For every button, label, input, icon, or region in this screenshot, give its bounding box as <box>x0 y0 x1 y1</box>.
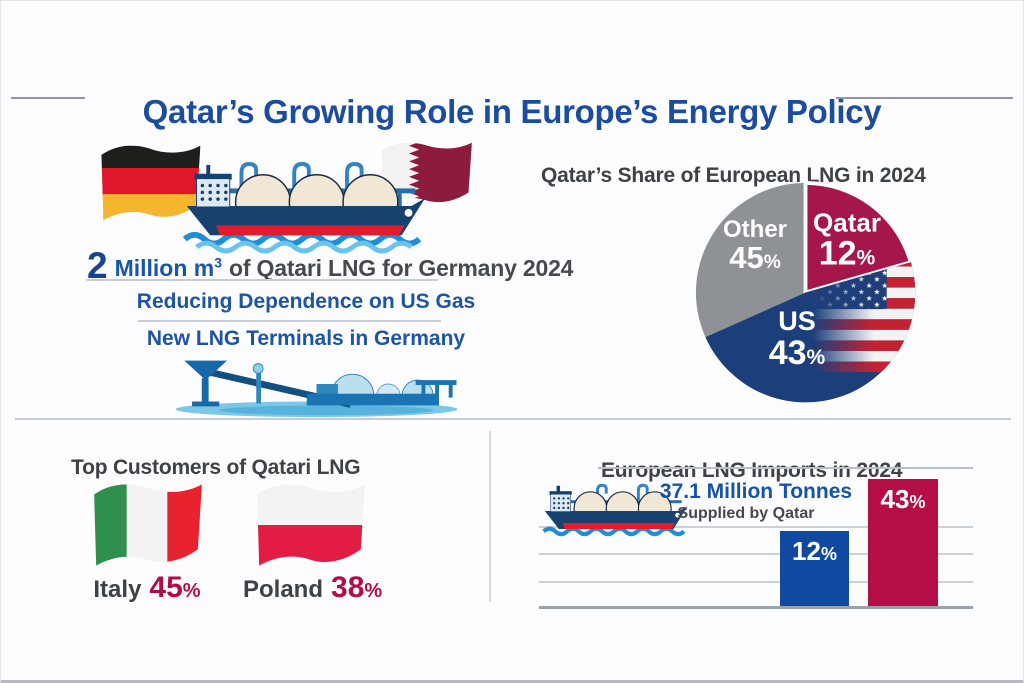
lng-share-pie-chart <box>693 180 918 405</box>
pie-label-other: Other 45% <box>722 215 788 276</box>
bar-gridline-2 <box>539 553 973 555</box>
lng-tanker-ship-icon <box>177 157 431 255</box>
title-rule-left <box>11 97 85 99</box>
pie-label-us: US 43% <box>768 305 826 372</box>
germany-line-2: Reducing Dependence on US Gas <box>136 290 476 313</box>
imports-title: European LNG Imports in 2024 <box>601 459 903 483</box>
customers-title: Top Customers of Qatari LNG <box>71 456 361 480</box>
customer-poland-name: Poland <box>243 576 324 603</box>
pie-slice-other <box>695 182 806 338</box>
customer-italy-name: Italy <box>93 576 142 603</box>
stat-number: 2 <box>87 245 108 286</box>
germany-flag-icon <box>94 140 206 224</box>
title-rule-right <box>836 97 1013 99</box>
stat-unit-sup: 3 <box>214 254 223 271</box>
lng-terminal-icon <box>169 349 464 419</box>
customer-italy: Italy 45% <box>93 571 201 604</box>
page-title: Qatar’s Growing Role in Europe’s Energy … <box>142 93 882 131</box>
pie-chart-title: Qatar’s Share of European LNG in 2024 <box>541 164 926 188</box>
germany-stat: 2 Million m3 of Qatari LNG for Germany 202… <box>87 245 573 287</box>
vertical-section-divider <box>489 431 491 602</box>
stat-text: of Qatari LNG for Germany 2024 <box>229 255 574 281</box>
italy-flag-icon <box>86 478 208 570</box>
pie-slice-qatar <box>803 180 914 296</box>
poland-flag-icon <box>249 478 371 570</box>
bar-qatar-12: 12% <box>780 531 849 606</box>
bar-gridline-1 <box>539 526 973 528</box>
bar-gridline-3 <box>539 581 973 583</box>
bar-chart-baseline <box>539 606 973 609</box>
germany-divider-2 <box>138 320 441 322</box>
imports-stat-value: 37.1 Million Tonnes <box>659 480 853 503</box>
bar-us-43: 43% <box>868 479 938 606</box>
horizontal-section-divider <box>15 418 1011 420</box>
germany-divider-1 <box>86 279 438 281</box>
lng-cargo-ship-icon <box>539 481 691 541</box>
customer-poland: Poland 38% <box>243 571 383 604</box>
pie-label-qatar: Qatar 12% <box>813 207 881 272</box>
stat-unit: Million m <box>114 255 215 281</box>
imports-stat-caption: Supplied by Qatar <box>677 505 815 522</box>
germany-line-3: New LNG Terminals in Germany <box>146 327 466 350</box>
imports-title-underline <box>598 467 973 469</box>
